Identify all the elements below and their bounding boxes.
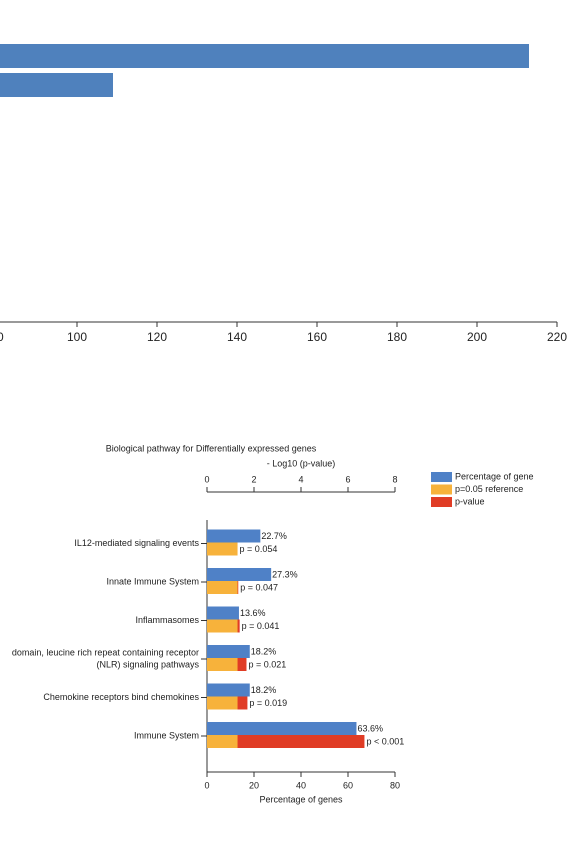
- x-tick-label: 80: [0, 330, 4, 344]
- bar: [207, 529, 261, 543]
- value-label: p = 0.041: [242, 621, 280, 631]
- bar: [207, 735, 365, 748]
- bar: [207, 581, 238, 594]
- x-axis-label: Percentage of genes: [259, 794, 343, 804]
- y-tick-label: Innate Immune System: [106, 576, 199, 586]
- y-tick-label: Chemokine receptors bind chemokines: [43, 692, 199, 702]
- x2-tick-label: 4: [298, 474, 303, 484]
- bar: [207, 658, 238, 671]
- x-tick-label: 40: [296, 780, 306, 790]
- x-tick-label: 0: [204, 780, 209, 790]
- x-tick-label: 180: [387, 330, 407, 344]
- value-label: p = 0.019: [249, 698, 287, 708]
- legend-label: p=0.05 reference: [455, 484, 523, 494]
- y-tick-label: IL12-mediated signaling events: [74, 538, 199, 548]
- bar: [207, 696, 238, 710]
- value-label: p = 0.054: [240, 544, 278, 554]
- x2-tick-label: 0: [204, 474, 209, 484]
- value-label: p = 0.021: [248, 659, 286, 669]
- bar: [207, 645, 250, 658]
- x-tick-label: 140: [227, 330, 247, 344]
- y-tick-label: Immune System: [134, 730, 199, 740]
- bar: [207, 683, 250, 697]
- value-label: 18.2%: [251, 646, 277, 656]
- legend-swatch: [431, 472, 452, 482]
- chart-title: Biological pathway for Differentially ex…: [106, 443, 317, 453]
- x-tick-label: 80: [390, 780, 400, 790]
- x2-tick-label: 6: [345, 474, 350, 484]
- value-label: 27.3%: [272, 569, 298, 579]
- x-tick-label: 200: [467, 330, 487, 344]
- legend-swatch: [431, 484, 452, 495]
- x-tick-label: 60: [343, 780, 353, 790]
- legend-swatch: [431, 497, 452, 507]
- bar: [207, 722, 357, 735]
- x-tick-label: 100: [67, 330, 87, 344]
- bar: [207, 619, 238, 633]
- value-label: 18.2%: [251, 685, 277, 695]
- x-tick-label: 20: [249, 780, 259, 790]
- y-tick-label: Inflammasomes: [135, 615, 199, 625]
- value-label: 63.6%: [357, 723, 383, 733]
- bar: [207, 568, 272, 581]
- y-tick-label: (NLR) signaling pathways: [96, 659, 199, 669]
- x2-axis-label: - Log10 (p-value): [267, 458, 336, 468]
- x2-tick-label: 8: [392, 474, 397, 484]
- bar: [0, 73, 113, 97]
- legend-label: Percentage of gene: [455, 471, 534, 481]
- x-tick-label: 120: [147, 330, 167, 344]
- value-label: 13.6%: [240, 608, 266, 618]
- bar: [207, 606, 239, 620]
- bar: [0, 44, 529, 68]
- legend-label: p-value: [455, 496, 485, 506]
- value-label: p = 0.047: [240, 582, 278, 592]
- value-label: 22.7%: [261, 531, 287, 541]
- x2-tick-label: 2: [251, 474, 256, 484]
- x-tick-label: 160: [307, 330, 327, 344]
- y-tick-label: domain, leucine rich repeat containing r…: [12, 647, 199, 657]
- bar: [207, 542, 238, 556]
- value-label: p < 0.001: [366, 736, 404, 746]
- x-tick-label: 220: [547, 330, 567, 344]
- bar: [207, 735, 238, 748]
